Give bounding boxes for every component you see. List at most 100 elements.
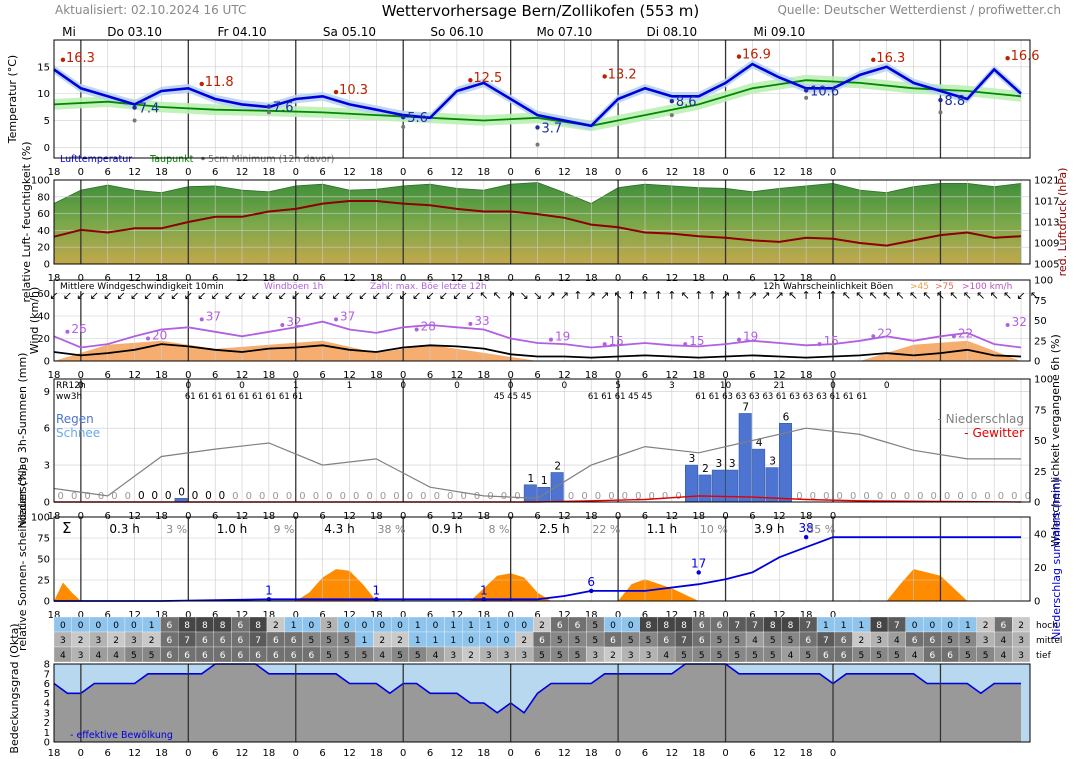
cloud-cell-value: 6 [255,651,261,661]
hour-tick-label: 6 [427,610,433,621]
cloud-cell-value: 5 [947,636,953,646]
cloud-cell-value: 6 [663,636,669,646]
ww3-value: 63 [803,392,814,402]
hour-tick-label: 0 [185,748,191,759]
max-gust-marker [683,342,688,347]
precip-zero-label: 0 [957,491,963,502]
cumulative-precip-label: 1 [480,583,488,597]
hour-tick-label: 0 [293,610,299,621]
humidity_pressure-ytick: 20 [37,243,50,254]
hour-tick-label: 0 [293,748,299,759]
precipitation-frame [53,378,1031,503]
max-temp-marker [871,57,876,63]
sunshine-day-percent: 35 % [807,523,835,536]
cloud-cell-value: 3 [95,636,101,646]
wind-direction-arrow: ↙ [117,289,126,302]
precip-bar-label: 0 [205,490,212,502]
rr12-value: 0 [78,381,84,391]
max-temp-label: 13.2 [608,67,637,82]
rr12-value: 0 [400,381,406,391]
cloud-cell-value: 1 [415,636,421,646]
max-temp-marker [602,74,607,79]
cloud-cell-value: 0 [95,621,101,631]
cumulative-precip-marker [803,534,809,540]
cloud-cell-value: 7 [823,636,829,646]
hour-tick-label: 12 [665,167,678,178]
sunshine-day-hours: 0.9 h [432,522,463,536]
ww3-value: 61 [239,392,250,402]
max-gust-marker [548,337,553,342]
wind-header-bg [56,281,1028,291]
cloud-row-label: hoch [1036,621,1058,631]
precip-zero-label: 0 [837,491,843,502]
max-gust-label: 15 [689,334,704,348]
wind-direction-arrow: ↙ [76,289,85,302]
hour-tick-label: 6 [534,370,540,381]
wind-y2tick: 50 [1034,316,1047,327]
hour-tick-label: 0 [615,748,621,759]
precip-zero-label: 0 [232,491,238,502]
ww3-value: 61 [830,392,841,402]
hour-tick-label: 6 [534,167,540,178]
hour-tick-label: 0 [722,748,728,759]
wind-ylabel: Wind (km/h) [28,287,41,355]
cloud-cell-value: 4 [113,651,119,661]
cloud-ytick: 5 [44,689,50,700]
wind-header-p45: >45 [910,282,929,292]
cloud-cell-value: 6 [699,636,705,646]
cloud-cell-value: 4 [912,651,918,661]
hour-tick-label: 0 [722,370,728,381]
cloud-cell-value: 3 [1018,651,1024,661]
hour-tick-label: 12 [773,167,786,178]
hour-tick-label: 6 [642,167,648,178]
cloud-cell-value: 2 [983,621,989,631]
legend-thunder: - Gewitter [964,426,1024,440]
hour-tick-label: 0 [507,748,513,759]
cloud-cell-value: 1 [468,621,474,631]
hour-tick-label: 18 [263,273,276,284]
ground-min-marker [132,118,137,123]
cloud-cell-value: 1 [291,621,297,631]
hour-tick-label: 18 [48,273,61,284]
cloud-cell-value: 6 [912,636,918,646]
hour-tick-label: 12 [343,748,356,759]
hour-tick-label: 18 [155,370,168,381]
hour-tick-label: 12 [558,273,571,284]
cloud-cell-value: 5 [539,651,545,661]
cloud-cell-value: 8 [770,621,776,631]
precip-bar [752,448,766,503]
precip-zero-label: 0 [823,491,829,502]
ww3-value: 61 [588,392,599,402]
wind-direction-arrow: ↑ [828,289,837,302]
cloud-cell-value: 7 [255,636,261,646]
precip-zero-label: 0 [931,491,937,502]
ww3-value: 61 [212,392,223,402]
precip-bar [523,484,537,503]
legend-dewpoint: Taupunkt [149,154,194,165]
gust-line [53,320,1022,349]
precip-zero-label: 0 [366,491,372,502]
cloud-cell-value: 4 [788,651,794,661]
cloud-cell-value: 1 [149,621,155,631]
hour-tick-label: 12 [773,610,786,621]
temperature-ytick: 10 [37,89,50,100]
max-temp-label: 11.8 [205,75,234,90]
hour-tick-label: 0 [78,610,84,621]
precip-zero-label: 0 [514,491,520,502]
cloud-cell-value: 1 [450,621,456,631]
sunshine-day-hours: 1.1 h [647,522,678,536]
day-label: Mo 07.10 [536,25,592,39]
cloud-cell-value: 0 [912,621,918,631]
hour-tick-label: 12 [665,748,678,759]
hour-tick-label: 18 [370,167,383,178]
hour-tick-label: 0 [830,610,836,621]
temperature-ytick: 5 [44,116,50,127]
cloud-cell-value: 3 [326,621,332,631]
wind-header-gusts: Windböen 1h [264,282,323,292]
precip-bar-label: 0 [219,490,226,502]
min-temp-label: 7.6 [273,101,294,116]
precip-bar-label: 7 [742,401,749,413]
rr12-value: 5 [615,381,621,391]
precip-bar-label: 6 [783,411,790,423]
cloud-cell-value: 4 [894,636,900,646]
